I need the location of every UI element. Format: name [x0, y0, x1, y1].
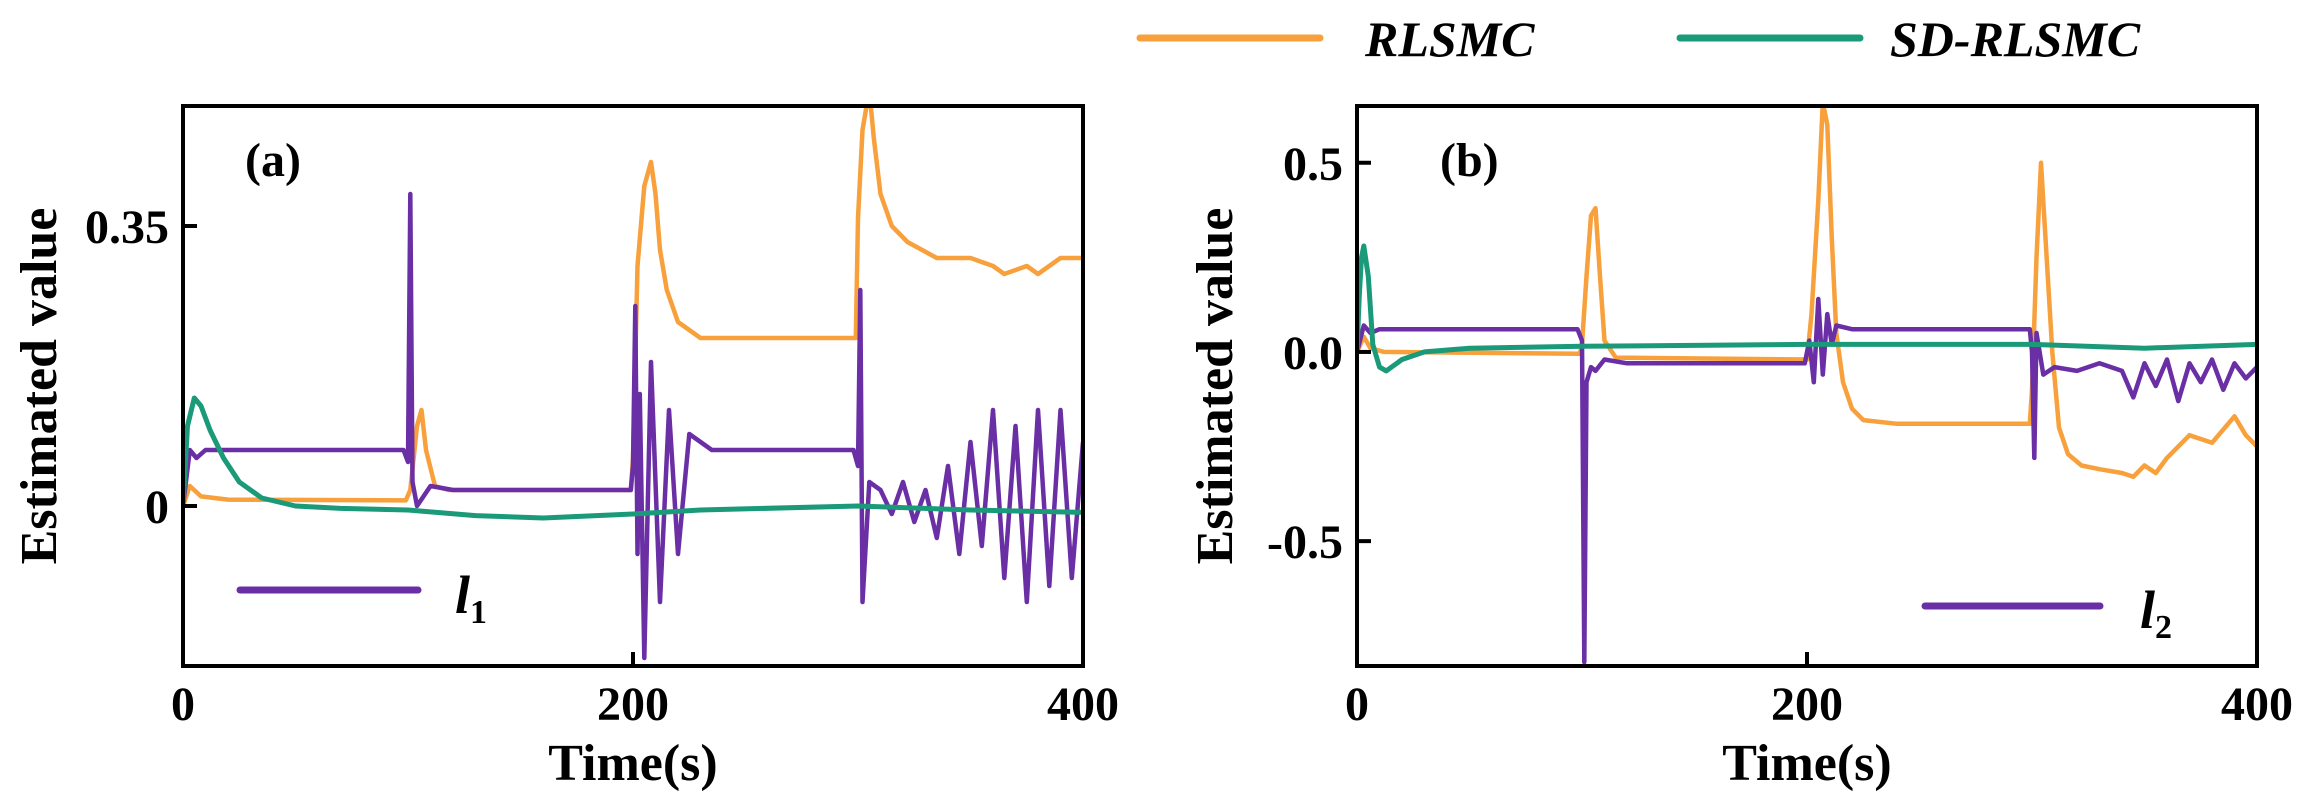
- chart-a-panel-label: (a): [245, 134, 301, 187]
- chart-b-series-sd-rlsmc: [1357, 243, 2257, 374]
- chart-b-series-l2: [1357, 296, 2257, 665]
- chart-a-param-legend-label: l1: [455, 565, 487, 631]
- chart-b-xtick-label: 0: [1345, 678, 1369, 731]
- chart-a: 0 200 400 00.35 (a) Time(s) Estimated valu…: [11, 104, 1119, 792]
- chart-b-ytick-label: 0.5: [1283, 138, 1343, 191]
- legend: RLSMC SD-RLSMC: [1136, 11, 2141, 67]
- legend-label-sd-rlsmc: SD-RLSMC: [1890, 11, 2141, 67]
- chart-a-yticks: 00.35: [85, 201, 197, 534]
- chart-a-series-l1: [183, 191, 1083, 661]
- chart-b-series: [1357, 106, 2257, 665]
- chart-a-series-rlsmc: [183, 106, 1083, 507]
- chart-a-ytick-label: 0.35: [85, 201, 169, 254]
- chart-a-param-symbol: l: [455, 565, 470, 625]
- chart-b-ytick-label: 0.0: [1283, 327, 1343, 380]
- chart-b-series-rlsmc: [1357, 106, 2257, 480]
- chart-b: 0 200 400 0.5 0.0 -0.5 (b) Time(s) Estimated…: [1187, 104, 2293, 792]
- chart-a-series: [183, 106, 1083, 661]
- chart-a-xtick-label: 0: [171, 678, 195, 731]
- legend-label-rlsmc: RLSMC: [1364, 11, 1535, 67]
- chart-a-param-subscript: 1: [470, 594, 487, 631]
- chart-b-ytick-label: -0.5: [1267, 516, 1343, 569]
- chart-b-param-legend-label: l2: [2140, 580, 2172, 646]
- chart-b-xtick-label: 200: [1771, 678, 1843, 731]
- chart-a-ytick-label: 0: [145, 481, 169, 534]
- chart-a-ylabel: Estimated value: [11, 208, 68, 565]
- chart-b-xticks: 0 200 400: [1345, 652, 2293, 731]
- chart-a-xlabel: Time(s): [548, 735, 717, 792]
- chart-b-param-symbol: l: [2140, 580, 2155, 640]
- chart-a-xticks: 0 200 400: [171, 652, 1119, 731]
- chart-a-series-sd-rlsmc: [183, 395, 1083, 521]
- chart-b-yticks: 0.5 0.0 -0.5: [1267, 138, 1371, 569]
- chart-a-xtick-label: 400: [1047, 678, 1119, 731]
- chart-b-xtick-label: 400: [2221, 678, 2293, 731]
- chart-b-xlabel: Time(s): [1722, 735, 1891, 792]
- chart-a-xtick-label: 200: [597, 678, 669, 731]
- chart-b-ylabel: Estimated value: [1187, 208, 1244, 565]
- chart-b-frame: [1355, 104, 2259, 668]
- chart-b-panel-label: (b): [1440, 134, 1499, 187]
- chart-b-param-subscript: 2: [2155, 609, 2172, 646]
